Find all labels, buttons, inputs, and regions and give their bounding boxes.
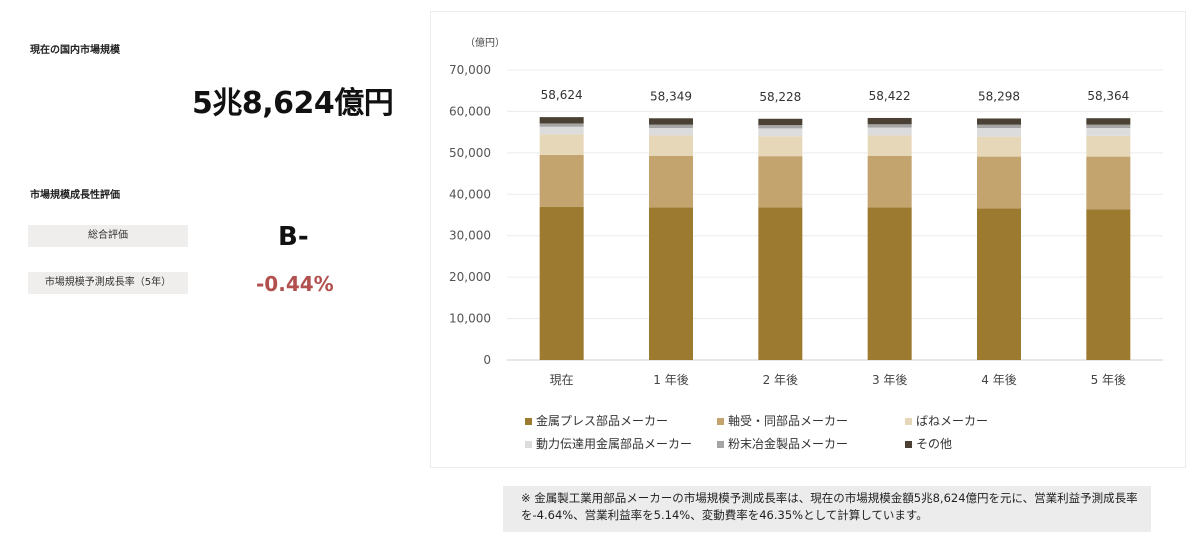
chart-panel: （億円） 0 10,000 20,000 30,000 40,000 50,000 60,00… <box>430 11 1186 468</box>
bar-segment <box>867 207 912 360</box>
y-tick-label: 30,000 <box>449 229 491 243</box>
bar-segment <box>758 156 803 208</box>
bar-segment <box>867 135 912 156</box>
bar-segment <box>977 124 1021 128</box>
x-tick-label: 2 年後 <box>763 373 798 387</box>
x-tick-label: 4 年後 <box>981 373 1016 387</box>
legend-label: ばねメーカー <box>916 414 988 428</box>
bar-segment <box>1086 128 1131 136</box>
growth-evaluation-label: 市場規模成長性評価 <box>30 190 120 201</box>
x-tick-label: 3 年後 <box>872 373 907 387</box>
bar-segment <box>539 126 584 135</box>
calculation-note: ※ 金属製工業用部品メーカーの市場規模予測成長率は、現在の市場規模金額5兆8,6… <box>503 486 1151 532</box>
overall-rating-label: 総合評価 <box>28 225 188 247</box>
bar-segment <box>1086 209 1131 360</box>
bar-segment <box>977 136 1021 157</box>
y-tick-label: 20,000 <box>449 270 491 284</box>
total-label: 58,228 <box>759 90 801 104</box>
bar-segment <box>539 154 584 207</box>
bar-segment <box>649 135 693 156</box>
x-tick-label: 1 年後 <box>653 373 688 387</box>
legend-label: 金属プレス部品メーカー <box>536 413 668 428</box>
bar-segment <box>758 136 803 157</box>
total-label: 58,298 <box>978 89 1020 103</box>
bar-segment <box>867 124 912 128</box>
bar-segment <box>649 118 693 125</box>
bar-segment <box>649 124 693 128</box>
bar-segment <box>1086 135 1131 157</box>
bar-segment <box>977 208 1021 360</box>
bar-segment <box>977 118 1021 125</box>
stacked-bar-chart: （億円） 0 10,000 20,000 30,000 40,000 50,000 60,00… <box>449 36 1163 451</box>
growth-rate-label: 市場規模予測成長率（5年） <box>28 272 188 294</box>
y-tick-label: 60,000 <box>449 104 491 118</box>
bar-segment <box>1086 124 1131 128</box>
bar-segment <box>758 207 803 360</box>
growth-rate-value: -0.44% <box>256 272 334 296</box>
y-tick-label: 10,000 <box>449 312 491 326</box>
x-tick-label: 現在 <box>550 373 574 387</box>
legend-swatch <box>905 418 912 425</box>
overall-grade-value: B- <box>278 222 309 252</box>
legend-swatch <box>525 441 532 448</box>
total-label: 58,624 <box>541 88 583 102</box>
bar-segment <box>539 123 584 127</box>
bar-segment <box>758 128 803 137</box>
y-tick-label: 0 <box>483 353 491 367</box>
bar-segment <box>977 128 1021 137</box>
current-market-label: 現在の国内市場規模 <box>30 45 120 56</box>
bar-segment <box>867 155 912 208</box>
bar-segment <box>539 134 584 155</box>
bar-segment <box>867 117 912 125</box>
bar-segment <box>539 117 584 124</box>
legend-swatch <box>525 418 532 425</box>
y-unit-label: （億円） <box>465 36 505 49</box>
legend-label: その他 <box>916 437 952 451</box>
market-size-value: 5兆8,624億円 <box>192 86 394 121</box>
bar-segment <box>539 206 584 360</box>
bar-segment <box>758 125 803 129</box>
bar-segment <box>977 156 1021 209</box>
legend-label: 動力伝達用金属部品メーカー <box>536 436 692 451</box>
bar-segment <box>1086 118 1131 125</box>
legend-swatch <box>905 441 912 448</box>
bar-segment <box>649 207 693 360</box>
total-label: 58,349 <box>650 89 692 103</box>
legend-swatch <box>717 418 724 425</box>
legend-label: 軸受・同部品メーカー <box>728 413 848 428</box>
legend-label: 粉末冶金製品メーカー <box>728 436 848 451</box>
total-label: 58,422 <box>869 89 911 103</box>
bar-segment <box>758 118 803 126</box>
y-tick-label: 70,000 <box>449 63 491 77</box>
bar-segment <box>1086 156 1131 210</box>
bar-segment <box>649 155 693 208</box>
bar-segment <box>649 128 693 136</box>
y-tick-label: 40,000 <box>449 187 491 201</box>
y-tick-label: 50,000 <box>449 146 491 160</box>
x-tick-label: 5 年後 <box>1091 373 1126 387</box>
legend-swatch <box>717 441 724 448</box>
total-label: 58,364 <box>1087 89 1129 103</box>
bar-segment <box>867 127 912 136</box>
